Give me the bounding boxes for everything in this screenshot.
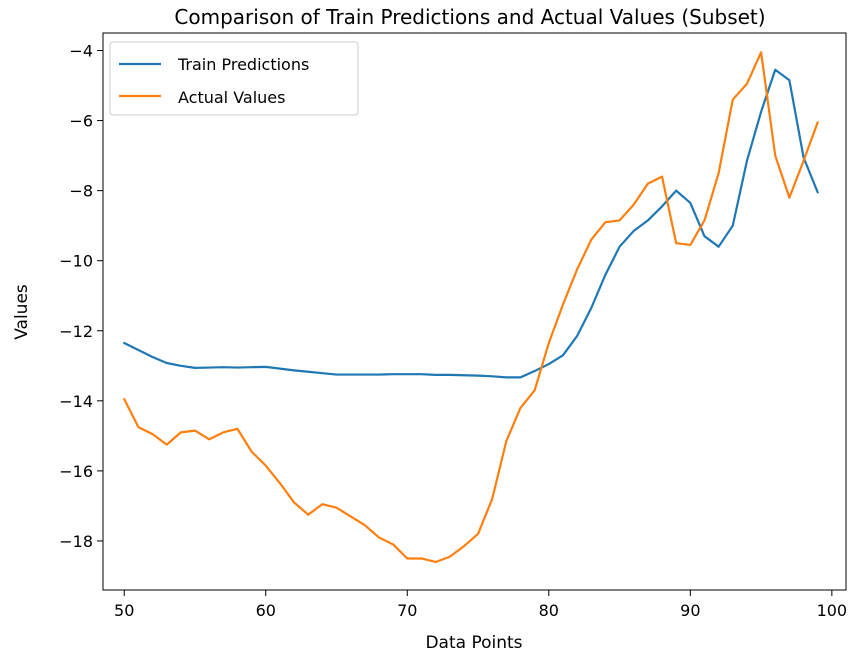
- y-tick-label: −16: [59, 462, 93, 481]
- x-tick-label: 80: [539, 601, 559, 620]
- x-axis-label: Data Points: [425, 633, 522, 653]
- x-axis: 50 60 70 80 90 100: [114, 590, 847, 620]
- y-axis-label: Values: [12, 284, 32, 340]
- y-tick-label: −14: [59, 392, 93, 411]
- y-tick-label: −12: [59, 322, 93, 341]
- plot-frame: [102, 32, 847, 591]
- legend: Train Predictions Actual Values: [109, 41, 359, 116]
- y-axis: −18 −16 −14 −12 −10 −8 −6 −4: [59, 42, 103, 551]
- x-tick-label: 70: [397, 601, 417, 620]
- chart-title: Comparison of Train Predictions and Actu…: [174, 5, 765, 29]
- x-tick-label: 90: [680, 601, 700, 620]
- series-line-actual-values: [123, 51, 819, 564]
- x-tick-label: 50: [114, 601, 134, 620]
- y-tick-label: −4: [69, 42, 93, 61]
- legend-label-train-predictions: Train Predictions: [177, 55, 309, 74]
- x-tick-label: 100: [817, 601, 848, 620]
- legend-label-actual-values: Actual Values: [178, 88, 285, 107]
- legend-box: [109, 41, 359, 116]
- series-line-train-predictions: [123, 68, 819, 379]
- y-tick-label: −6: [69, 112, 93, 131]
- series-layer: [123, 51, 819, 564]
- y-tick-label: −10: [59, 252, 93, 271]
- x-tick-label: 60: [256, 601, 276, 620]
- y-tick-label: −8: [69, 182, 93, 201]
- y-tick-label: −18: [59, 532, 93, 551]
